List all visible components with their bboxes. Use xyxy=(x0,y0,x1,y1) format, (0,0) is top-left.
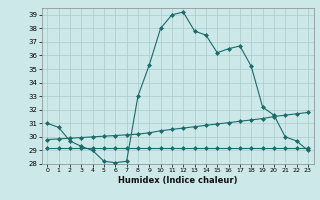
X-axis label: Humidex (Indice chaleur): Humidex (Indice chaleur) xyxy=(118,176,237,185)
